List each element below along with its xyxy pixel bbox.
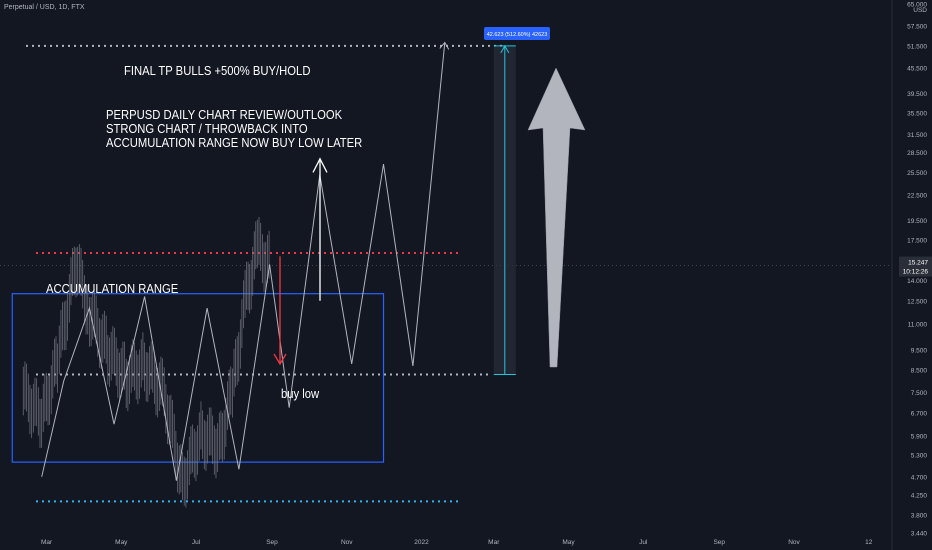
price-tick-label: 25.500 <box>907 170 927 177</box>
time-tick-label: Mar <box>41 539 53 546</box>
current-price-value: 15.247 <box>908 260 928 267</box>
price-tick-label: 19.500 <box>907 218 927 225</box>
price-tick-label: 5.300 <box>911 453 928 460</box>
white-up-arrowhead <box>312 157 328 173</box>
projection-arrowhead <box>439 41 450 50</box>
outlook-line-1: PERPUSD DAILY CHART REVIEW/OUTLOOK <box>106 108 343 122</box>
price-tick-label: 9.500 <box>911 348 928 355</box>
price-tick-label: 12.500 <box>907 298 927 305</box>
price-tick-label: 8.500 <box>911 368 928 375</box>
measure-label-box <box>484 27 550 40</box>
final-tp-annotation: FINAL TP BULLS +500% BUY/HOLD <box>124 64 311 78</box>
price-tick-label: 4.700 <box>911 474 928 481</box>
time-tick-label: May <box>115 539 128 546</box>
current-price-box <box>899 256 932 277</box>
price-tick-label: 35.500 <box>907 110 927 117</box>
outlook-line-3: ACCUMULATION RANGE NOW BUY LOW LATER <box>106 136 363 150</box>
symbol-title: Perpetual / USD, 1D, FTX <box>4 4 85 11</box>
red-down-arrowhead <box>273 353 287 366</box>
price-tick-label: 4.250 <box>911 492 928 499</box>
price-tick-label: 39.500 <box>907 91 927 98</box>
price-tick-label: 51.500 <box>907 43 927 50</box>
measure-arrowhead <box>500 44 510 54</box>
current-price-time: 10:12:26 <box>903 269 929 276</box>
time-tick-label: May <box>562 539 575 546</box>
price-tick-label: 45.500 <box>907 66 927 73</box>
buy-low-label: buy low <box>281 387 320 401</box>
price-unit-label: USD <box>913 7 927 14</box>
projection-path <box>41 42 446 481</box>
price-tick-label: 6.700 <box>911 411 928 418</box>
price-tick-label: 31.500 <box>907 132 927 139</box>
big-up-arrow <box>527 67 586 368</box>
time-axis: Mar May Jul Sep Nov 2022 Mar May Jul Sep Nov 12 <box>41 539 873 546</box>
price-candles <box>22 217 270 508</box>
price-tick-label: 3.440 <box>911 531 928 538</box>
time-tick-label: Nov <box>341 539 353 546</box>
time-tick-label: Nov <box>788 539 800 546</box>
price-tick-label: 3.800 <box>911 513 928 520</box>
time-tick-label: 2022 <box>414 539 429 546</box>
time-tick-label: Jul <box>639 539 648 546</box>
time-tick-label: 12 <box>865 539 873 546</box>
time-tick-label: Mar <box>488 539 500 546</box>
price-tick-label: 28.500 <box>907 150 927 157</box>
outlook-line-2: STRONG CHART / THROWBACK INTO <box>106 122 308 136</box>
price-tick-label: 11.000 <box>908 321 928 328</box>
price-tick-label: 65.000 <box>907 2 927 9</box>
price-tick-label: 5.900 <box>911 433 928 440</box>
price-tick-label: 17.500 <box>907 238 927 245</box>
time-tick-label: Sep <box>713 539 725 546</box>
time-tick-label: Jul <box>192 539 201 546</box>
time-tick-label: Sep <box>266 539 278 546</box>
price-tick-label: 7.500 <box>911 390 928 397</box>
price-tick-label: 22.500 <box>907 192 927 199</box>
accumulation-range-label: ACCUMULATION RANGE <box>46 282 179 296</box>
price-tick-label: 14.000 <box>907 278 927 285</box>
measure-label-text: 42.623 (512.60%) 42623 <box>487 32 548 38</box>
price-tick-label: 57.500 <box>907 24 927 31</box>
